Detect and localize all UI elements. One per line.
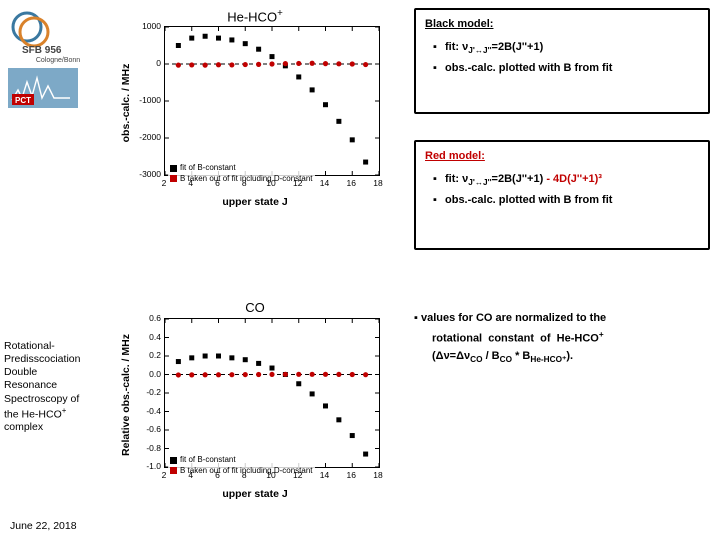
pct-logo: PCT	[8, 68, 78, 108]
chart2-plot-area	[164, 318, 380, 468]
x-tick-label: 16	[347, 470, 356, 480]
x-tick-label: 12	[293, 178, 302, 188]
date-label: June 22, 2018	[10, 520, 77, 532]
bullet-item: ▪fit: νJ'↔J''=2B(J''+1) - 4D(J''+1)³	[433, 172, 699, 189]
x-tick-label: 14	[320, 178, 329, 188]
x-tick-label: 14	[320, 470, 329, 480]
x-tick-label: 2	[162, 470, 167, 480]
x-tick-label: 18	[373, 178, 382, 188]
y-tick-label: 0.2	[121, 350, 161, 360]
y-tick-label: -0.4	[121, 406, 161, 416]
sfb-logo: SFB 956	[8, 6, 78, 56]
right-notes-line1: ▪ values for CO are normalized to the	[414, 310, 710, 328]
sfb-logo-text: SFB 956	[22, 45, 62, 56]
x-tick-label: 10	[266, 470, 275, 480]
right-notes: ▪ values for CO are normalized to the ro…	[414, 310, 710, 366]
x-tick-label: 10	[266, 178, 275, 188]
chart-he-hco: He-HCO+ obs.-calc. / MHz upper state J f…	[120, 8, 390, 218]
svg-text:PCT: PCT	[15, 96, 31, 105]
y-tick-label: 0	[121, 58, 161, 68]
sfb-logo-subtitle: Cologne/Bonn	[8, 57, 108, 64]
x-tick-label: 16	[347, 178, 356, 188]
red-model-box: Red model: ▪fit: νJ'↔J''=2B(J''+1) - 4D(…	[414, 140, 710, 250]
y-tick-label: 0.4	[121, 332, 161, 342]
y-tick-label: -0.2	[121, 387, 161, 397]
x-tick-label: 18	[373, 470, 382, 480]
chart1-plot-area	[164, 26, 380, 176]
y-tick-label: -3000	[121, 169, 161, 179]
y-tick-label: -2000	[121, 132, 161, 142]
chart2-xlabel: upper state J	[120, 488, 390, 500]
legend-item: fit of B-constant	[170, 455, 313, 465]
y-tick-label: 0.6	[121, 313, 161, 323]
bullet-item: ▪fit: νJ'↔J''=2B(J''+1)	[433, 40, 699, 57]
chart1-xlabel: upper state J	[120, 196, 390, 208]
x-tick-label: 2	[162, 178, 167, 188]
bullet-item: ▪obs.-calc. plotted with B from fit	[433, 193, 699, 208]
x-tick-label: 8	[242, 178, 247, 188]
y-tick-label: -0.6	[121, 424, 161, 434]
x-tick-label: 12	[293, 470, 302, 480]
chart-co: CO Relative obs.-calc. / MHz upper state…	[120, 300, 390, 510]
x-tick-label: 8	[242, 470, 247, 480]
y-tick-label: 0.0	[121, 369, 161, 379]
logo-area: SFB 956 Cologne/Bonn PCT	[8, 6, 108, 108]
legend-item: fit of B-constant	[170, 163, 313, 173]
x-tick-label: 6	[215, 178, 220, 188]
left-description: Rotational-PredisscociationDoubleResonan…	[4, 340, 106, 434]
right-notes-line2: rotational constant of He-HCO+	[432, 328, 710, 348]
y-tick-label: -1.0	[121, 461, 161, 471]
black-model-heading: Black model:	[425, 17, 699, 32]
red-model-heading: Red model:	[425, 149, 699, 164]
y-tick-label: 1000	[121, 21, 161, 31]
bullet-item: ▪obs.-calc. plotted with B from fit	[433, 61, 699, 76]
x-tick-label: 4	[188, 178, 193, 188]
left-description-text: Rotational-PredisscociationDoubleResonan…	[4, 340, 106, 434]
y-tick-label: -1000	[121, 95, 161, 105]
x-tick-label: 6	[215, 470, 220, 480]
y-tick-label: -0.8	[121, 443, 161, 453]
right-notes-line3: (Δν=ΔνCO / BCO * BHe-HCO⁺).	[432, 348, 710, 366]
x-tick-label: 4	[188, 470, 193, 480]
black-model-box: Black model: ▪fit: νJ'↔J''=2B(J''+1) ▪obs…	[414, 8, 710, 114]
